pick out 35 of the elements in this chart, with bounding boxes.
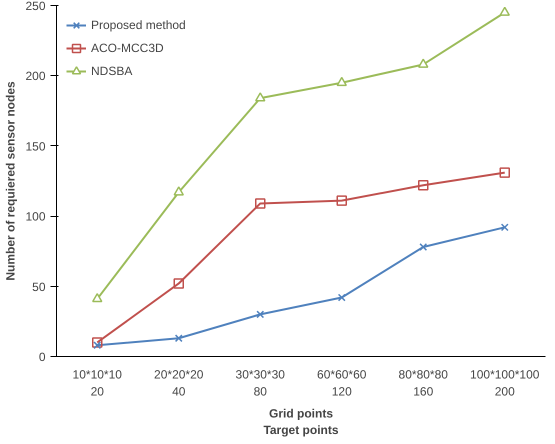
legend-label: ACO-MCC3D: [91, 41, 164, 55]
x-tick-label: 100*100*100 200: [470, 368, 540, 398]
x-tick-label: 10*10*10 20: [72, 368, 122, 398]
point: [256, 310, 264, 318]
y-tick-label: 200: [25, 69, 46, 84]
point: [174, 186, 184, 196]
x-tick-label: 80*80*80 160: [398, 368, 448, 398]
y-axis-title: Number of requiered sensor nodes: [3, 80, 18, 281]
point: [500, 167, 510, 178]
x-tick-label: 20*20*20 40: [154, 368, 204, 398]
legend-label: Proposed method: [91, 18, 186, 32]
point: [93, 341, 102, 350]
point: [174, 278, 184, 289]
point: [255, 92, 266, 102]
point: [336, 195, 347, 206]
point: [174, 334, 183, 342]
y-tick-label: 50: [32, 280, 46, 294]
x-axis-title: Grid points Target points: [263, 406, 339, 438]
y-tick-label: 150: [25, 139, 46, 154]
point: [255, 198, 266, 209]
point: [419, 243, 428, 251]
point: [500, 223, 509, 232]
y-tick-label: 100: [25, 210, 46, 224]
x-tick-label: 30*30*30 80: [236, 368, 286, 398]
legend-label: NDSBA: [91, 64, 132, 78]
point: [418, 180, 428, 190]
point: [92, 337, 102, 348]
point: [336, 76, 347, 86]
x-tick-label: 60*60*60 120: [317, 368, 367, 398]
y-tick-label: 250: [25, 0, 46, 13]
point: [418, 58, 428, 68]
point: [338, 294, 346, 302]
point: [500, 6, 510, 16]
point: [92, 292, 102, 302]
y-tick-label: 0: [38, 350, 46, 364]
